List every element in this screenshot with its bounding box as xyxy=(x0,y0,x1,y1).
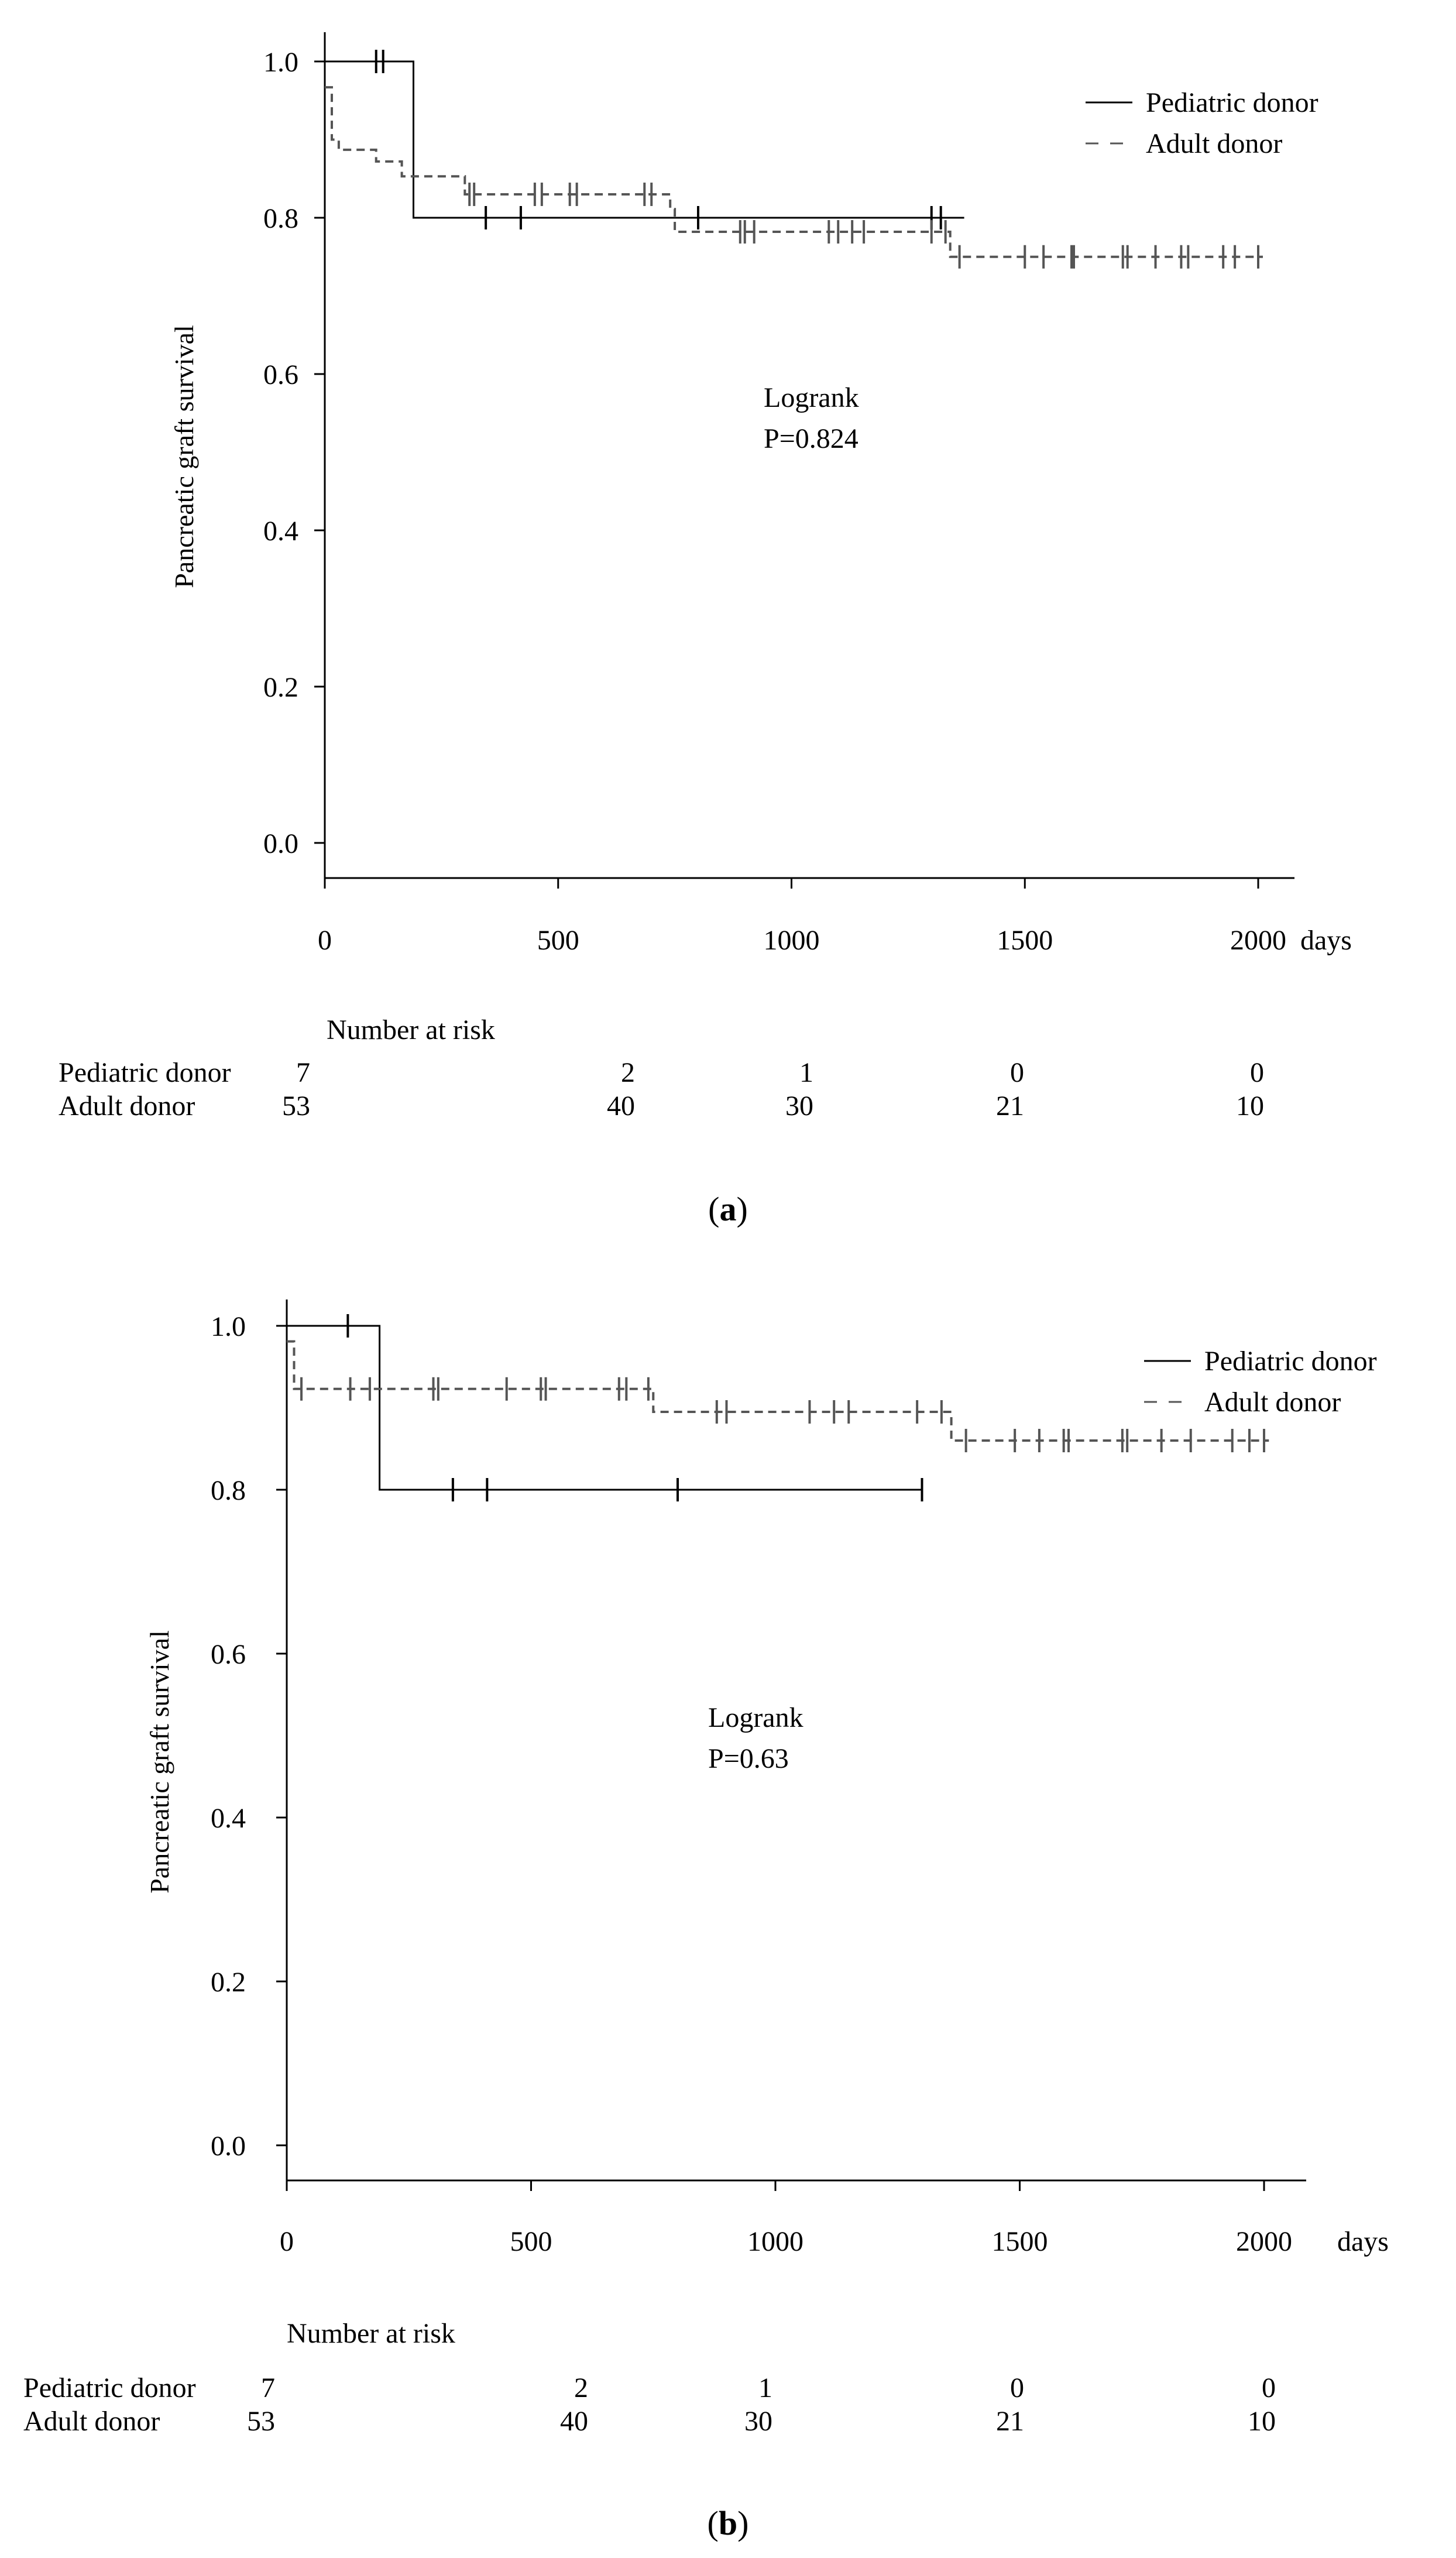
y-tick-label: 0.8 xyxy=(263,203,298,234)
chart-panel-b: 0.00.20.40.60.81.00 500 1000 1500 2000 daysPa… xyxy=(23,1299,1389,2542)
y-tick-label: 1.0 xyxy=(211,1311,246,1342)
x-tick-label: 2000 xyxy=(1236,2226,1292,2257)
risk-row-label: Adult donor xyxy=(59,1091,195,1122)
risk-value: 53 xyxy=(282,1091,310,1122)
y-tick-label: 0.6 xyxy=(263,359,298,390)
y-axis-label: Pancreatic graft survival xyxy=(169,325,199,588)
risk-value: 2 xyxy=(621,1057,635,1088)
x-tick-label: 0 xyxy=(280,2226,294,2257)
panel-label: (a) xyxy=(708,1190,748,1228)
series-line-1 xyxy=(287,1340,1269,1442)
legend-label: Adult donor xyxy=(1146,128,1282,159)
legend-label: Adult donor xyxy=(1204,1387,1341,1418)
risk-value: 0 xyxy=(1250,1057,1264,1088)
x-axis-unit: days xyxy=(1337,2226,1389,2257)
y-tick-label: 0.0 xyxy=(263,828,298,859)
risk-value: 2 xyxy=(574,2372,588,2403)
x-tick-label: 500 xyxy=(510,2226,552,2257)
risk-row-label: Pediatric donor xyxy=(23,2372,196,2403)
y-tick-label: 0.6 xyxy=(211,1639,246,1670)
panel-label: (b) xyxy=(708,2504,749,2542)
y-tick-label: 0.8 xyxy=(211,1475,246,1506)
y-tick-label: 0.4 xyxy=(263,516,298,547)
risk-value: 7 xyxy=(296,1057,310,1088)
risk-row-label: Adult donor xyxy=(23,2406,160,2437)
y-tick-label: 1.0 xyxy=(263,47,298,78)
risk-value: 0 xyxy=(1262,2372,1276,2403)
risk-row-label: Pediatric donor xyxy=(59,1057,231,1088)
risk-value: 10 xyxy=(1248,2406,1276,2437)
y-tick-label: 0.2 xyxy=(263,672,298,703)
risk-value: 10 xyxy=(1236,1091,1264,1122)
risk-table-title: Number at risk xyxy=(287,2318,455,2349)
risk-value: 0 xyxy=(1010,1057,1024,1088)
risk-value: 0 xyxy=(1010,2372,1024,2403)
x-tick-label: 500 xyxy=(537,925,579,956)
risk-table-title: Number at risk xyxy=(327,1014,495,1045)
x-tick-label: 1000 xyxy=(747,2226,803,2257)
risk-value: 30 xyxy=(785,1091,813,1122)
x-tick-label: 2000 xyxy=(1230,925,1286,956)
risk-value: 30 xyxy=(744,2406,772,2437)
series-line-1 xyxy=(325,86,1263,258)
risk-value: 1 xyxy=(758,2372,772,2403)
risk-value: 21 xyxy=(996,2406,1024,2437)
series-line-0 xyxy=(325,60,964,219)
series-line-0 xyxy=(287,1325,922,1491)
annotation-line: P=0.824 xyxy=(764,423,859,454)
annotation-line: Logrank xyxy=(708,1702,803,1733)
annotation-line: Logrank xyxy=(764,382,859,413)
risk-value: 40 xyxy=(607,1091,635,1122)
y-axis-label: Pancreatic graft survival xyxy=(145,1630,174,1894)
x-tick-label: 1000 xyxy=(764,925,820,956)
risk-value: 21 xyxy=(996,1091,1024,1122)
x-tick-label: 0 xyxy=(318,925,332,956)
panel-letter: b xyxy=(719,2504,737,2542)
panel-letter: a xyxy=(720,1190,737,1228)
risk-value: 40 xyxy=(560,2406,588,2437)
legend-label: Pediatric donor xyxy=(1146,87,1318,118)
x-tick-label: 1500 xyxy=(992,2226,1048,2257)
risk-value: 1 xyxy=(799,1057,813,1088)
y-tick-label: 0.0 xyxy=(211,2131,246,2162)
risk-value: 7 xyxy=(261,2372,275,2403)
risk-value: 53 xyxy=(247,2406,275,2437)
legend-label: Pediatric donor xyxy=(1204,1346,1377,1377)
x-tick-label: 1500 xyxy=(997,925,1053,956)
y-tick-label: 0.4 xyxy=(211,1803,246,1834)
chart-panel-a: 0.00.20.40.60.81.00 500 1000 1500 2000 daysPa… xyxy=(59,32,1352,1228)
x-axis-unit: days xyxy=(1300,925,1352,956)
annotation-line: P=0.63 xyxy=(708,1743,789,1774)
y-tick-label: 0.2 xyxy=(211,1967,246,1998)
